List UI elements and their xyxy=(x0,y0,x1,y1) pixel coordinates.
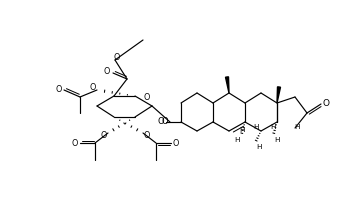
Text: H: H xyxy=(234,137,240,143)
Text: O: O xyxy=(162,118,168,126)
Text: O: O xyxy=(90,84,96,92)
Text: O: O xyxy=(104,67,110,76)
Text: H: H xyxy=(239,127,245,133)
Text: O: O xyxy=(143,93,150,102)
Text: O: O xyxy=(322,98,329,108)
Text: O: O xyxy=(144,131,150,140)
Polygon shape xyxy=(277,87,281,103)
Text: H: H xyxy=(270,124,276,130)
Text: H: H xyxy=(274,137,280,143)
Text: O: O xyxy=(101,131,107,140)
Text: O: O xyxy=(114,52,120,62)
Polygon shape xyxy=(225,77,229,93)
Text: H: H xyxy=(253,124,259,130)
Text: O: O xyxy=(72,139,78,148)
Text: H: H xyxy=(294,124,300,130)
Text: O: O xyxy=(56,84,62,93)
Text: O: O xyxy=(173,139,179,148)
Text: O: O xyxy=(158,118,164,126)
Text: H: H xyxy=(256,144,262,150)
